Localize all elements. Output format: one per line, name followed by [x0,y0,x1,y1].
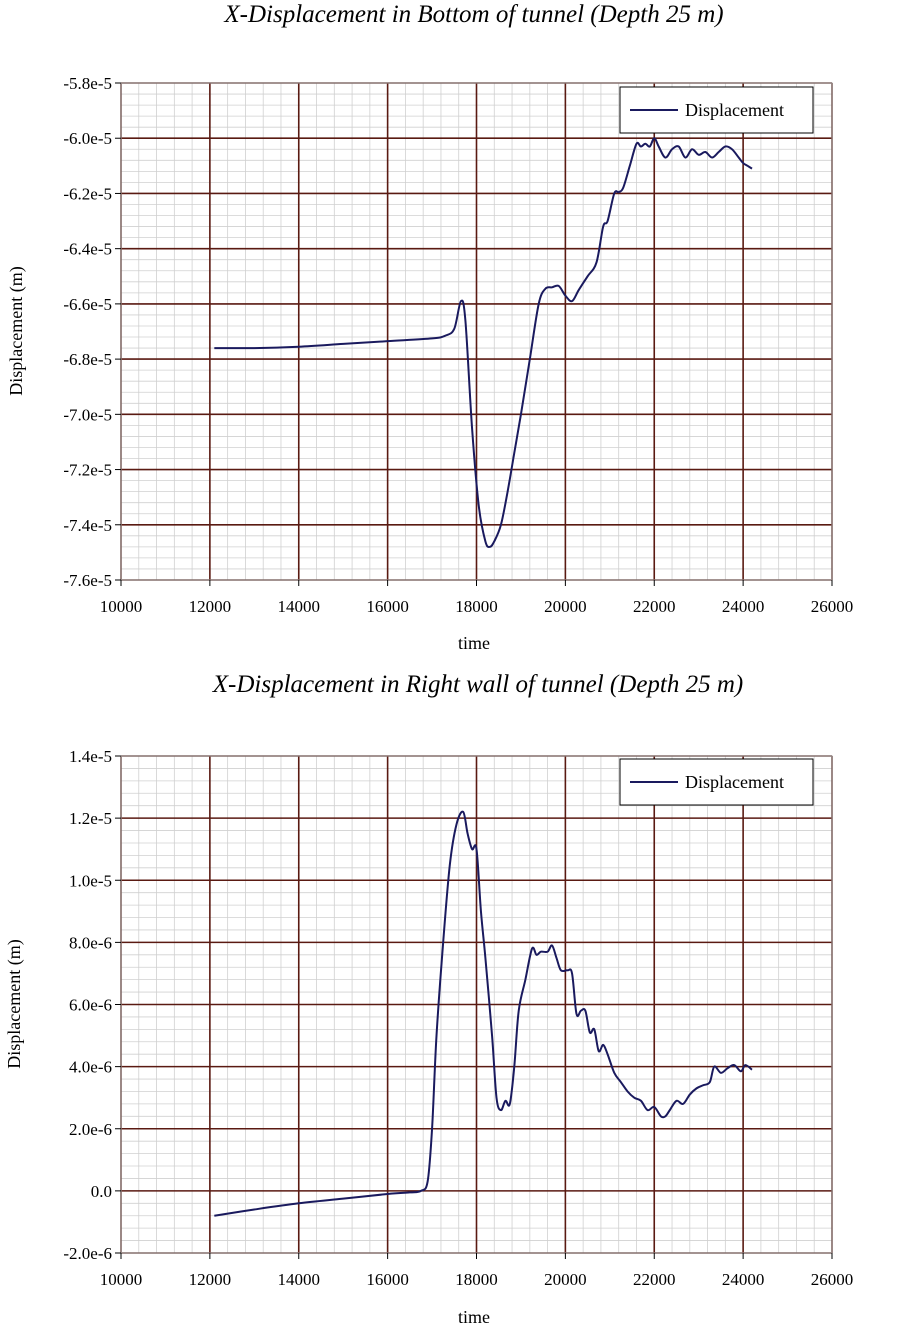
x-tick-label: 20000 [544,1270,587,1289]
x-tick-label: 20000 [544,597,587,616]
y-tick-label: -6.8e-5 [63,350,112,369]
y-tick-label: -6.4e-5 [63,240,112,259]
x-axis-label: time [458,633,490,653]
x-tick-label: 10000 [100,1270,143,1289]
x-tick-label: 24000 [722,597,765,616]
x-tick-label: 18000 [455,597,498,616]
chart-right-wall-of-tunnel: X-Displacement in Right wall of tunnel (… [4,671,853,1326]
x-tick-label: 22000 [633,1270,676,1289]
chart-title: X-Displacement in Right wall of tunnel (… [212,671,743,698]
y-tick-label: -7.2e-5 [63,461,112,480]
y-axis-ticks: -7.6e-5 -7.4e-5 -7.2e-5 -7.0e-5 -6.8e-5 -6.6e… [63,74,121,590]
chart-title: X-Displacement in Bottom of tunnel (Dept… [223,1,723,28]
y-axis-label: Displacement (m) [6,266,27,395]
x-tick-label: 14000 [278,1270,321,1289]
x-axis-ticks: 10000 12000 14000 16000 18000 20000 22000 24000… [100,580,854,616]
series-line-displacement [214,810,753,1217]
x-tick-label: 16000 [366,1270,409,1289]
data-series [214,137,753,548]
y-tick-label: -2.0e-6 [63,1244,112,1263]
legend: Displacement [619,86,814,134]
y-tick-label: 1.4e-5 [69,747,112,766]
x-axis-ticks: 10000 12000 14000 16000 18000 20000 22000 24000… [100,1253,854,1289]
y-tick-label: -5.8e-5 [63,74,112,93]
y-axis-ticks: -2.0e-6 0.0 2.0e-6 4.0e-6 6.0e-6 8.0e-6 1.0e-5… [63,747,121,1263]
x-axis-label: time [458,1307,490,1326]
x-tick-label: 14000 [278,597,321,616]
x-tick-label: 12000 [189,597,232,616]
x-tick-label: 24000 [722,1270,765,1289]
x-tick-label: 18000 [455,1270,498,1289]
minor-gridlines [121,83,832,580]
y-tick-label: -7.0e-5 [63,405,112,424]
y-tick-label: 4.0e-6 [69,1058,112,1077]
y-tick-label: -7.6e-5 [63,571,112,590]
x-tick-label: 10000 [100,597,143,616]
x-tick-label: 26000 [811,597,854,616]
y-tick-label: -6.0e-5 [63,129,112,148]
y-tick-label: 2.0e-6 [69,1120,112,1139]
y-axis-label: Displacement (m) [4,939,25,1068]
x-tick-label: 26000 [811,1270,854,1289]
legend: Displacement [619,758,814,806]
legend-label: Displacement [685,772,784,792]
y-tick-label: 0.0 [91,1182,112,1201]
y-tick-label: 1.0e-5 [69,871,112,890]
x-tick-label: 16000 [366,597,409,616]
y-tick-label: 1.2e-5 [69,809,112,828]
chart-bottom-of-tunnel: X-Displacement in Bottom of tunnel (Dept… [6,1,853,653]
y-tick-label: -6.6e-5 [63,295,112,314]
x-tick-label: 12000 [189,1270,232,1289]
y-tick-label: 8.0e-6 [69,933,112,952]
data-series [214,810,753,1217]
x-tick-label: 22000 [633,597,676,616]
y-tick-label: -7.4e-5 [63,516,112,535]
y-tick-label: -6.2e-5 [63,184,112,203]
series-line-displacement [214,137,753,548]
legend-label: Displacement [685,100,784,120]
y-tick-label: 6.0e-6 [69,996,112,1015]
